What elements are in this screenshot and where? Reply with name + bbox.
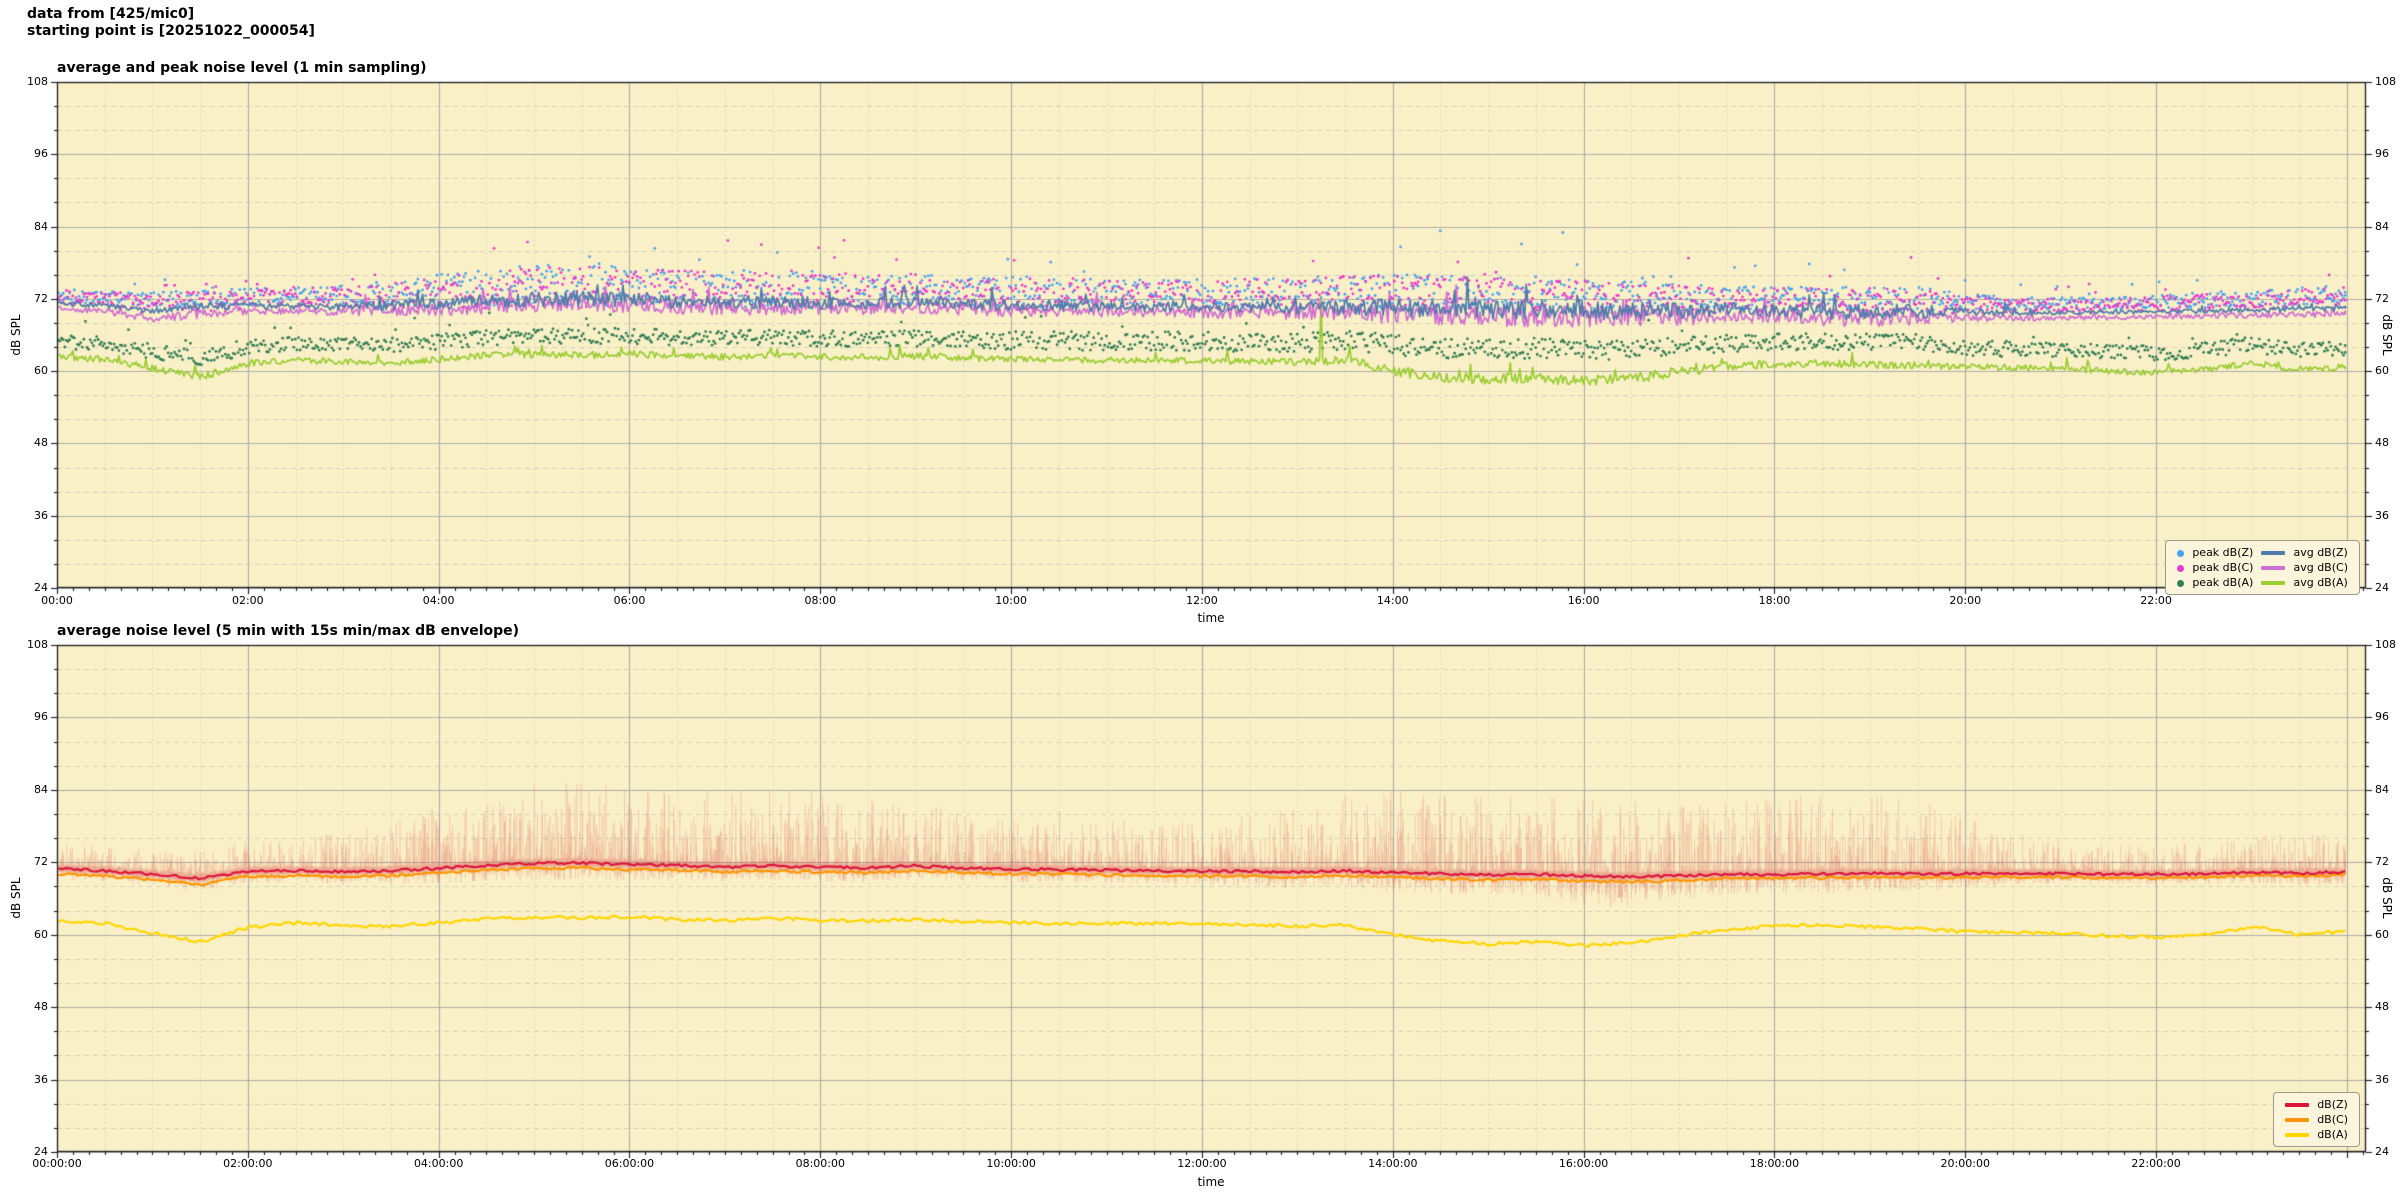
x-tick-label: 08:00:00 bbox=[795, 1157, 845, 1170]
x-tick-label: 14:00:00 bbox=[1368, 1157, 1418, 1170]
y-tick-label-left: 84 bbox=[34, 782, 48, 796]
x-tick-label: 02:00 bbox=[231, 594, 264, 607]
x-tick-label: 20:00:00 bbox=[1940, 1157, 1990, 1170]
x-tick-label: 00:00 bbox=[41, 594, 73, 607]
top-ylabel-left: dB SPL bbox=[9, 314, 23, 356]
x-tick-label: 22:00:00 bbox=[2131, 1157, 2181, 1170]
x-tick-label: 08:00 bbox=[804, 594, 837, 607]
legend-row: peak dB(Z) avg dB(Z) bbox=[2173, 545, 2352, 560]
y-tick-label-right: 108 bbox=[2375, 75, 2396, 88]
y-tick-label-right: 48 bbox=[2375, 436, 2389, 450]
y-tick-label-left: 72 bbox=[34, 291, 48, 305]
avg-dbz-line-icon bbox=[2261, 551, 2286, 555]
y-tick-label-right: 48 bbox=[2375, 1000, 2389, 1014]
y-tick-label-left: 48 bbox=[34, 1000, 48, 1014]
y-tick-label-right: 60 bbox=[2375, 927, 2389, 941]
legend-label-peak-dba: peak dB(A) bbox=[2192, 576, 2254, 589]
header-line-1: data from [425/mic0] bbox=[27, 6, 195, 22]
bottom-plot-title: average noise level (5 min with 15s min/… bbox=[57, 623, 520, 639]
x-tick-label: 04:00 bbox=[422, 594, 455, 607]
y-tick-label-left: 24 bbox=[34, 581, 48, 594]
x-tick-label: 06:00 bbox=[613, 594, 646, 607]
legend-label-dba: dB(A) bbox=[2317, 1128, 2348, 1141]
legend-row: peak dB(C) avg dB(C) bbox=[2173, 560, 2352, 575]
y-tick-label-right: 24 bbox=[2375, 581, 2389, 594]
legend-row: dB(A) bbox=[2281, 1127, 2352, 1142]
dbz-line-icon bbox=[2285, 1103, 2310, 1107]
y-tick-label-right: 84 bbox=[2375, 782, 2389, 796]
y-tick-label-left: 36 bbox=[34, 508, 48, 522]
x-tick-label: 12:00:00 bbox=[1177, 1157, 1227, 1170]
x-tick-label: 22:00 bbox=[2140, 594, 2172, 607]
x-tick-label: 04:00:00 bbox=[413, 1157, 464, 1170]
bottom-xlabel: time bbox=[1197, 1175, 1225, 1189]
y-tick-label-right: 24 bbox=[2375, 1145, 2389, 1158]
header-line-2: starting point is [20251022_000054] bbox=[27, 23, 315, 39]
y-tick-label-right: 60 bbox=[2375, 364, 2389, 378]
y-tick-label-left: 60 bbox=[34, 364, 48, 378]
top-xlabel: time bbox=[1197, 611, 1225, 625]
peak-dba-marker-icon bbox=[2177, 579, 2185, 587]
peak-dbz-marker-icon bbox=[2177, 549, 2185, 557]
dba-line-icon bbox=[2285, 1133, 2310, 1137]
y-tick-label-left: 60 bbox=[34, 927, 48, 941]
dbc-line-icon bbox=[2285, 1118, 2310, 1122]
x-tick-label: 16:00:00 bbox=[1558, 1157, 1609, 1170]
y-tick-label-left: 108 bbox=[27, 75, 48, 88]
x-tick-label: 10:00:00 bbox=[986, 1157, 1036, 1170]
x-tick-label: 02:00:00 bbox=[223, 1157, 273, 1170]
y-tick-label-left: 24 bbox=[34, 1145, 48, 1158]
bottom-legend: dB(Z) dB(C) dB(A) bbox=[2273, 1092, 2360, 1147]
y-tick-label-left: 84 bbox=[34, 219, 48, 233]
y-tick-label-left: 36 bbox=[34, 1072, 48, 1086]
legend-row: dB(Z) bbox=[2281, 1097, 2352, 1112]
y-tick-label-left: 48 bbox=[34, 436, 48, 450]
legend-row: dB(C) bbox=[2281, 1112, 2352, 1127]
y-tick-label-right: 72 bbox=[2375, 291, 2389, 305]
x-tick-label: 12:00 bbox=[1186, 594, 1218, 607]
y-tick-label-right: 84 bbox=[2375, 219, 2389, 233]
legend-label-avg-dbz: avg dB(Z) bbox=[2293, 546, 2348, 559]
x-tick-label: 00:00:00 bbox=[32, 1157, 82, 1170]
avg-dbc-line-icon bbox=[2261, 566, 2286, 570]
legend-label-avg-dbc: avg dB(C) bbox=[2293, 561, 2348, 574]
top-plot-title: average and peak noise level (1 min samp… bbox=[57, 60, 427, 76]
avg-dba-line-icon bbox=[2261, 581, 2286, 585]
y-tick-label-left: 72 bbox=[34, 855, 48, 869]
x-tick-label: 20:00 bbox=[1949, 594, 1982, 607]
peak-dbc-marker-icon bbox=[2177, 564, 2185, 572]
x-tick-label: 10:00 bbox=[995, 594, 1027, 607]
legend-label-dbz: dB(Z) bbox=[2317, 1098, 2348, 1111]
y-tick-label-right: 36 bbox=[2375, 1072, 2389, 1086]
y-tick-label-right: 96 bbox=[2375, 710, 2389, 724]
y-tick-label-right: 36 bbox=[2375, 508, 2389, 522]
y-tick-label-left: 96 bbox=[34, 710, 48, 724]
x-tick-label: 18:00 bbox=[1758, 594, 1791, 607]
x-tick-label: 06:00:00 bbox=[604, 1157, 655, 1170]
legend-label-dbc: dB(C) bbox=[2317, 1113, 2348, 1126]
bottom-ylabel-left: dB SPL bbox=[9, 877, 23, 919]
legend-label-peak-dbz: peak dB(Z) bbox=[2192, 546, 2254, 559]
legend-row: peak dB(A) avg dB(A) bbox=[2173, 575, 2352, 590]
y-tick-label-right: 72 bbox=[2375, 855, 2389, 869]
legend-label-avg-dba: avg dB(A) bbox=[2293, 576, 2348, 589]
y-tick-label-right: 96 bbox=[2375, 147, 2389, 161]
x-tick-label: 18:00:00 bbox=[1749, 1157, 1800, 1170]
x-tick-label: 14:00 bbox=[1376, 594, 1409, 607]
y-tick-label-left: 96 bbox=[34, 147, 48, 161]
top-ylabel-right: dB SPL bbox=[2380, 314, 2394, 356]
bottom-ylabel-right: dB SPL bbox=[2380, 877, 2394, 919]
x-tick-label: 16:00 bbox=[1567, 594, 1600, 607]
y-tick-label-left: 108 bbox=[27, 638, 48, 651]
legend-label-peak-dbc: peak dB(C) bbox=[2192, 561, 2254, 574]
top-legend: peak dB(Z) avg dB(Z) peak dB(C) avg dB(C… bbox=[2165, 540, 2360, 595]
y-tick-label-right: 108 bbox=[2375, 638, 2396, 651]
